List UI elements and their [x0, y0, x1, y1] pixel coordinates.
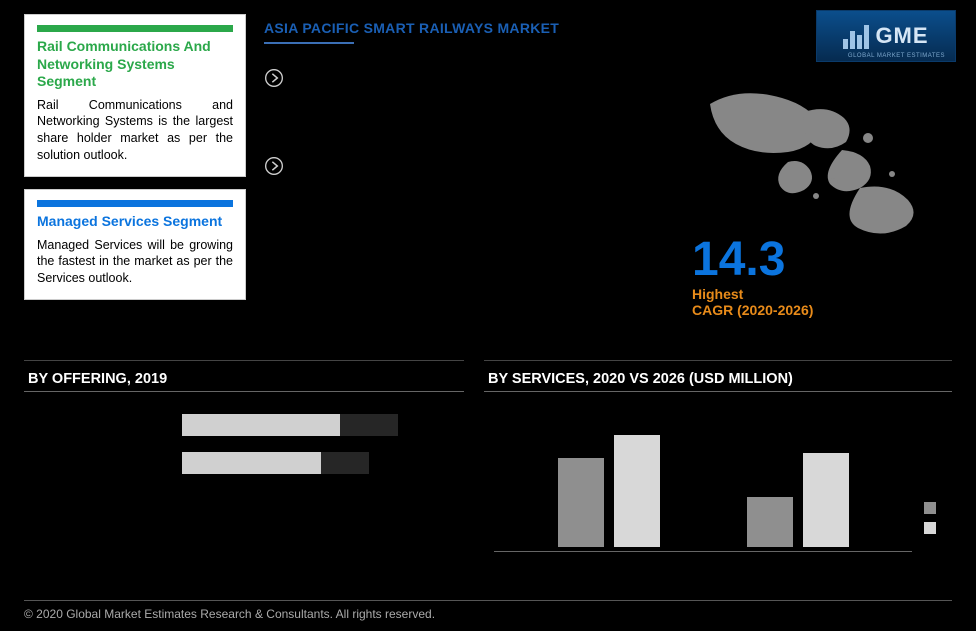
offering-bar-seg-light — [182, 414, 340, 436]
bullet-row-1 — [264, 68, 674, 96]
services-chart — [484, 408, 952, 558]
logo-bars-icon — [843, 23, 869, 49]
legend-swatch — [924, 522, 936, 534]
offering-bar-row — [34, 452, 454, 474]
top-section: Rail Communications And Networking Syste… — [0, 0, 976, 358]
offering-bar-seg-light — [182, 452, 321, 474]
gme-logo: GME GLOBAL MARKET ESTIMATES — [816, 10, 956, 62]
offering-bar-track — [182, 414, 422, 436]
services-chart-title: BY SERVICES, 2020 VS 2026 (USD MILLION) — [484, 361, 952, 391]
offering-bar-track — [182, 452, 422, 474]
legend-item — [924, 522, 942, 534]
logo-text: GME — [875, 23, 928, 49]
segment-1-desc: Rail Communications and Networking Syste… — [37, 97, 233, 165]
segment-1-accent — [37, 25, 233, 32]
chevron-circle-icon — [264, 156, 284, 176]
chevron-circle-icon — [264, 68, 284, 88]
title-underline — [264, 42, 354, 44]
services-bar-2020 — [558, 458, 604, 547]
offering-underline — [24, 391, 464, 392]
cagr-value: 14.3 — [692, 236, 813, 284]
cagr-block: 14.3 Highest CAGR (2020-2026) — [692, 236, 813, 318]
offering-chart-panel: BY OFFERING, 2019 — [24, 360, 464, 558]
services-group-bars — [747, 453, 849, 547]
services-underline — [484, 391, 952, 392]
offering-bar-seg-dark — [340, 414, 398, 436]
footer-copyright: © 2020 Global Market Estimates Research … — [24, 607, 435, 621]
legend-swatch — [924, 502, 936, 514]
cagr-period: CAGR (2020-2026) — [692, 302, 813, 318]
right-column: GME GLOBAL MARKET ESTIMATES 14.3 Highest… — [692, 14, 952, 348]
services-plot — [494, 422, 912, 552]
segment-1-title: Rail Communications And Networking Syste… — [37, 38, 233, 91]
segment-card-2: Managed Services Segment Managed Service… — [24, 189, 246, 300]
market-title: ASIA PACIFIC SMART RAILWAYS MARKET — [264, 20, 674, 36]
legend-item — [924, 502, 942, 514]
services-group — [747, 453, 849, 551]
services-bar-2026 — [614, 435, 660, 547]
bullet-row-2 — [264, 156, 674, 184]
services-chart-panel: BY SERVICES, 2020 VS 2026 (USD MILLION) — [484, 360, 952, 558]
offering-bar-seg-dark — [321, 452, 369, 474]
services-bar-2020 — [747, 497, 793, 547]
center-column: ASIA PACIFIC SMART RAILWAYS MARKET — [264, 14, 674, 348]
services-bar-2026 — [803, 453, 849, 547]
charts-section: BY OFFERING, 2019 BY SERVICES, 2020 VS 2… — [0, 360, 976, 558]
segment-2-accent — [37, 200, 233, 207]
segment-2-desc: Managed Services will be growing the fas… — [37, 237, 233, 288]
segment-2-title: Managed Services Segment — [37, 213, 233, 231]
logo-sub: GLOBAL MARKET ESTIMATES — [848, 53, 945, 59]
offering-chart-title: BY OFFERING, 2019 — [24, 361, 464, 391]
cagr-highest: Highest — [692, 286, 813, 302]
services-group — [558, 435, 660, 551]
segment-card-1: Rail Communications And Networking Syste… — [24, 14, 246, 177]
asia-pacific-map-icon — [692, 86, 942, 236]
services-legend — [924, 502, 942, 552]
offering-bar-row — [34, 414, 454, 436]
services-group-bars — [558, 435, 660, 547]
offering-chart — [24, 408, 464, 538]
segments-column: Rail Communications And Networking Syste… — [24, 14, 246, 348]
footer-divider — [24, 600, 952, 601]
